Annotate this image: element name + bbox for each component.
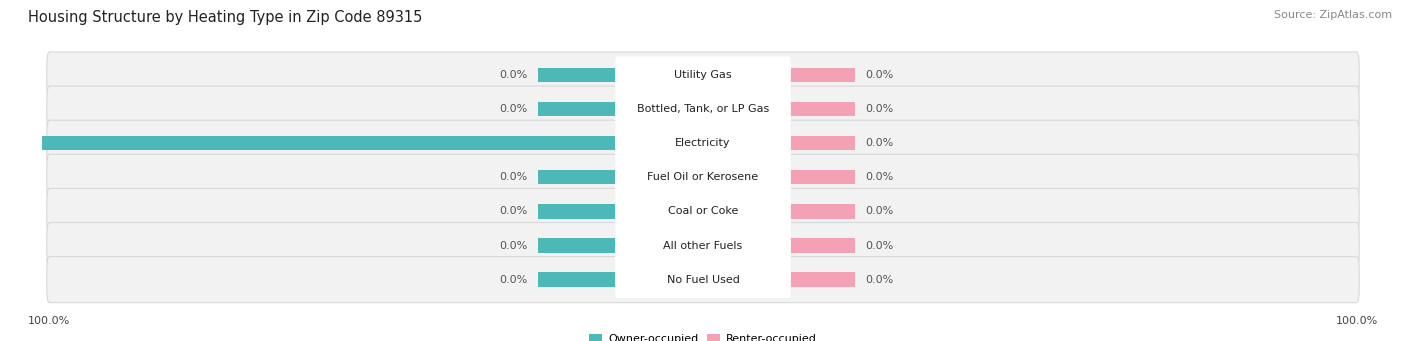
Text: 0.0%: 0.0%: [499, 275, 527, 285]
Text: 0.0%: 0.0%: [865, 70, 893, 80]
Text: 0.0%: 0.0%: [499, 206, 527, 217]
Bar: [0, 136, 617, 150]
Text: No Fuel Used: No Fuel Used: [666, 275, 740, 285]
Text: Housing Structure by Heating Type in Zip Code 89315: Housing Structure by Heating Type in Zip…: [28, 10, 422, 25]
Text: Utility Gas: Utility Gas: [675, 70, 731, 80]
FancyBboxPatch shape: [614, 159, 792, 196]
Bar: [789, 272, 855, 287]
Text: 0.0%: 0.0%: [499, 70, 527, 80]
FancyBboxPatch shape: [46, 52, 1360, 98]
Bar: [789, 136, 855, 150]
FancyBboxPatch shape: [46, 120, 1360, 166]
Text: 0.0%: 0.0%: [865, 172, 893, 182]
Text: Coal or Coke: Coal or Coke: [668, 206, 738, 217]
FancyBboxPatch shape: [614, 57, 792, 93]
Text: 0.0%: 0.0%: [865, 206, 893, 217]
Text: 100.0%: 100.0%: [28, 315, 70, 326]
FancyBboxPatch shape: [614, 193, 792, 230]
Bar: [537, 204, 617, 219]
Text: Fuel Oil or Kerosene: Fuel Oil or Kerosene: [647, 172, 759, 182]
Text: 0.0%: 0.0%: [865, 104, 893, 114]
FancyBboxPatch shape: [46, 222, 1360, 269]
Text: Source: ZipAtlas.com: Source: ZipAtlas.com: [1274, 10, 1392, 20]
Text: 0.0%: 0.0%: [499, 172, 527, 182]
Bar: [537, 272, 617, 287]
Text: 0.0%: 0.0%: [865, 138, 893, 148]
FancyBboxPatch shape: [46, 188, 1360, 235]
Text: All other Fuels: All other Fuels: [664, 240, 742, 251]
Text: 100.0%: 100.0%: [0, 138, 8, 148]
FancyBboxPatch shape: [46, 154, 1360, 200]
Bar: [537, 68, 617, 82]
FancyBboxPatch shape: [614, 91, 792, 128]
Bar: [537, 102, 617, 116]
Text: 0.0%: 0.0%: [865, 275, 893, 285]
FancyBboxPatch shape: [614, 125, 792, 162]
Text: 100.0%: 100.0%: [1336, 315, 1378, 326]
Bar: [789, 68, 855, 82]
Bar: [789, 170, 855, 184]
Bar: [789, 204, 855, 219]
Bar: [789, 102, 855, 116]
FancyBboxPatch shape: [614, 261, 792, 298]
Text: 0.0%: 0.0%: [865, 240, 893, 251]
Bar: [537, 170, 617, 184]
FancyBboxPatch shape: [46, 257, 1360, 303]
FancyBboxPatch shape: [614, 227, 792, 264]
Text: Electricity: Electricity: [675, 138, 731, 148]
FancyBboxPatch shape: [46, 86, 1360, 132]
Bar: [537, 238, 617, 253]
Bar: [789, 238, 855, 253]
Text: 0.0%: 0.0%: [499, 240, 527, 251]
Text: 0.0%: 0.0%: [499, 104, 527, 114]
Text: Bottled, Tank, or LP Gas: Bottled, Tank, or LP Gas: [637, 104, 769, 114]
Legend: Owner-occupied, Renter-occupied: Owner-occupied, Renter-occupied: [585, 329, 821, 341]
